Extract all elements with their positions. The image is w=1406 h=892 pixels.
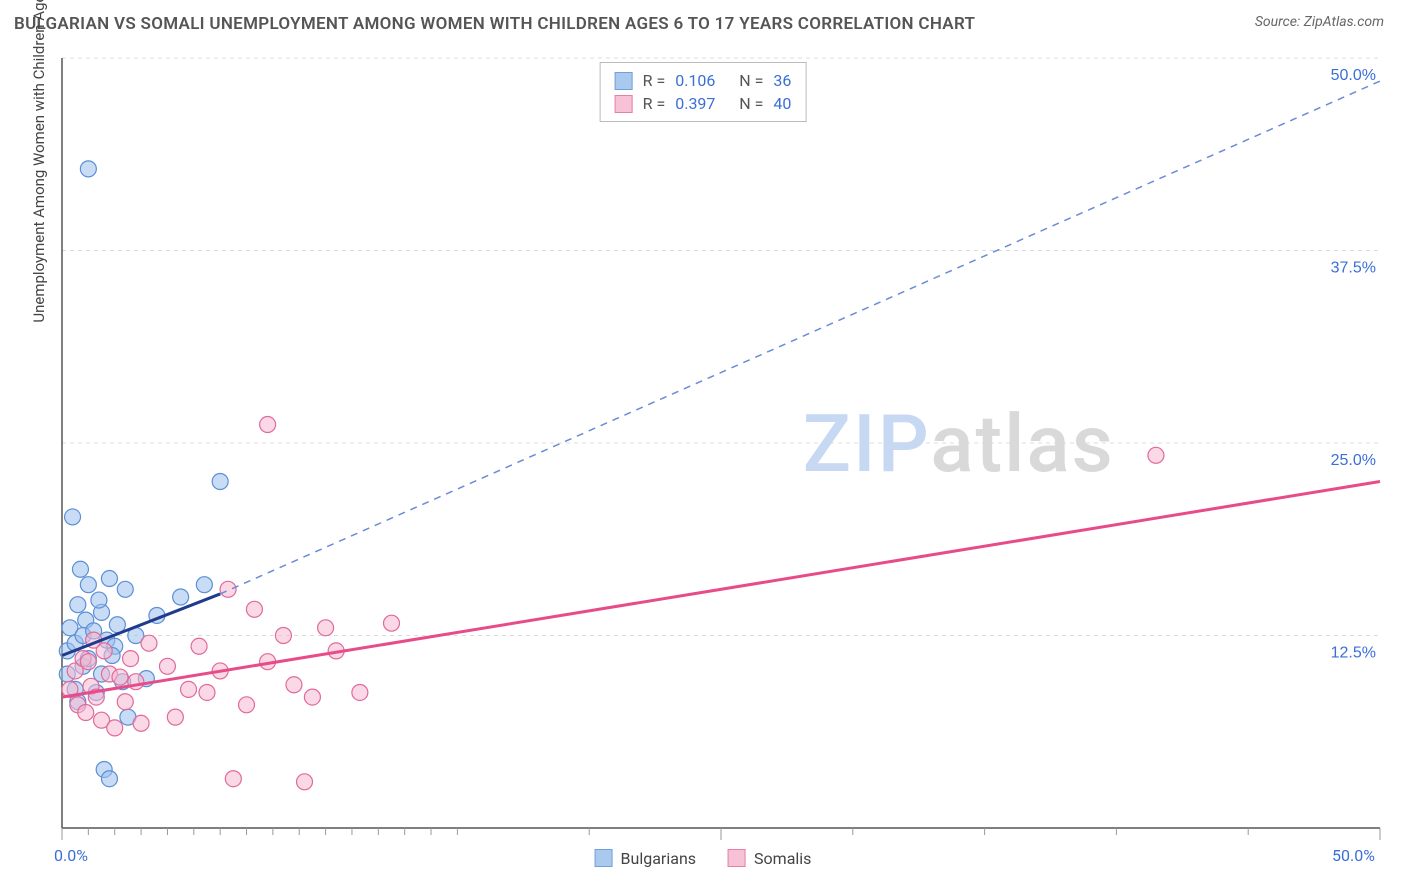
svg-text:37.5%: 37.5% bbox=[1331, 260, 1376, 277]
legend-n-value: 40 bbox=[773, 94, 791, 113]
chart-container: Unemployment Among Women with Children A… bbox=[14, 50, 1392, 880]
svg-text:50.0%: 50.0% bbox=[1331, 67, 1376, 84]
legend-swatch bbox=[595, 849, 613, 867]
legend-r-label: R = bbox=[643, 71, 666, 90]
legend-n-label: N = bbox=[739, 94, 763, 113]
legend-r-label: R = bbox=[643, 94, 666, 113]
legend-r-value: 0.397 bbox=[675, 94, 729, 113]
x-axis-min-label: 0.0% bbox=[54, 846, 88, 865]
legend-item: Somalis bbox=[728, 842, 811, 874]
legend-swatch bbox=[615, 95, 633, 113]
x-axis-max-label: 50.0% bbox=[1332, 846, 1375, 865]
legend-series-name: Bulgarians bbox=[621, 849, 696, 868]
svg-text:12.5%: 12.5% bbox=[1331, 645, 1376, 662]
legend-row: R = 0.397 N = 40 bbox=[615, 92, 792, 115]
svg-text:25.0%: 25.0% bbox=[1331, 452, 1376, 469]
legend-item: Bulgarians bbox=[595, 842, 696, 874]
legend-series-name: Somalis bbox=[754, 849, 811, 868]
legend-swatch bbox=[615, 72, 633, 90]
scatter-plot: 12.5% 25.0% 37.5% 50.0% bbox=[14, 50, 1392, 870]
legend-r-value: 0.106 bbox=[675, 71, 729, 90]
legend-series: Bulgarians Somalis bbox=[595, 842, 812, 874]
legend-row: R = 0.106 N = 36 bbox=[615, 69, 792, 92]
source-label: Source: ZipAtlas.com bbox=[1255, 14, 1384, 30]
chart-title: BULGARIAN VS SOMALI UNEMPLOYMENT AMONG W… bbox=[14, 14, 975, 34]
legend-n-value: 36 bbox=[773, 71, 791, 90]
legend-n-label: N = bbox=[739, 71, 763, 90]
legend-correlation: R = 0.106 N = 36 R = 0.397 N = 40 bbox=[600, 62, 807, 122]
legend-swatch bbox=[728, 849, 746, 867]
